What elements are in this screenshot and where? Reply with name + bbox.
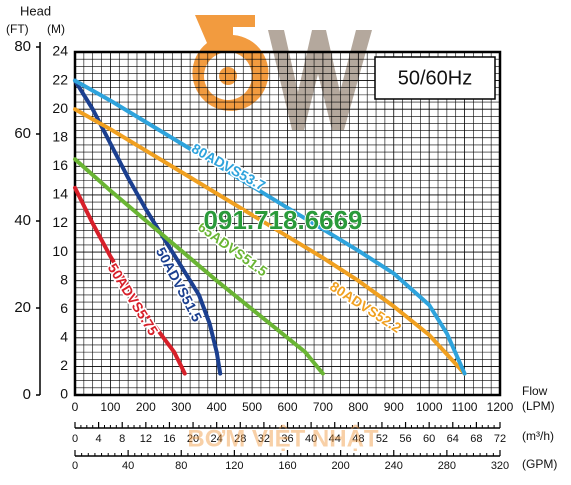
x3-tick-label: 200: [331, 460, 349, 472]
plot-frame: [73, 50, 502, 397]
annotation: 50/60Hz: [398, 67, 473, 89]
x3-tick-label: 120: [225, 460, 243, 472]
x3-tick-label: 0: [72, 460, 78, 472]
x-tick-label: 700: [313, 400, 333, 414]
series-label: 50ADVS51.5: [153, 245, 206, 325]
logo-w: [268, 30, 372, 130]
series-line: [73, 157, 325, 376]
x-tick-label: 1100: [452, 400, 478, 414]
y-tick-label: 10: [52, 243, 68, 259]
x2-tick-label: 24: [211, 433, 223, 445]
x3-unit: (GPM): [522, 457, 557, 471]
x2-tick-label: 0: [72, 433, 78, 445]
logo: [192, 15, 372, 130]
x-tick-label: 500: [242, 400, 262, 414]
x2-tick-label: 16: [163, 433, 175, 445]
x2-tick-label: 4: [96, 433, 102, 445]
x2-unit: (m³/h): [522, 429, 554, 443]
annotation-box: [374, 56, 496, 100]
y2-tick-label: 0: [23, 386, 31, 403]
y-tick-label: 12: [52, 214, 68, 230]
x-tick-label: 1200: [487, 400, 514, 414]
x2-tick-label: 56: [399, 433, 411, 445]
y-tick-label: 20: [52, 100, 68, 116]
x2-tick-label: 48: [352, 433, 364, 445]
x2-tick-label: 40: [305, 433, 317, 445]
x3-tick-label: 280: [438, 460, 456, 472]
x2-tick-label: 52: [376, 433, 388, 445]
x3-tick-label: 40: [122, 460, 134, 472]
x3-tick-label: 240: [385, 460, 403, 472]
x3-tick-label: 160: [278, 460, 296, 472]
x-tick-label: 100: [100, 400, 120, 414]
x2-tick-label: 8: [119, 433, 125, 445]
y-tick-label: 6: [60, 300, 68, 316]
x-tick-label: 400: [207, 400, 227, 414]
x2-tick-label: 20: [187, 433, 199, 445]
x-unit: (LPM): [522, 399, 555, 413]
x3-tick-label: 80: [175, 460, 187, 472]
x-tick-label: 200: [136, 400, 156, 414]
x2-tick-label: 36: [281, 433, 293, 445]
x2-tick-label: 64: [447, 433, 459, 445]
x-tick-label: 800: [348, 400, 368, 414]
watermark-phone: 091.718.6669: [203, 205, 362, 235]
x2-tick-label: 72: [494, 433, 506, 445]
series-line: [73, 78, 467, 376]
x-tick-label: 0: [72, 400, 79, 414]
x2-tick-label: 12: [140, 433, 152, 445]
y-tick-label: 0: [60, 386, 68, 402]
y-unit: (M): [47, 22, 65, 36]
series-line: [73, 185, 187, 376]
y-label: Head: [20, 3, 51, 18]
x2-tick-label: 44: [329, 433, 341, 445]
x-tick-label: 1000: [416, 400, 443, 414]
x-label: Flow: [522, 384, 548, 398]
y-tick-label: 8: [60, 271, 68, 287]
series-line: [73, 107, 467, 376]
y-tick-label: 22: [52, 71, 68, 87]
x2-tick-label: 60: [423, 433, 435, 445]
x-tick-label: 600: [277, 400, 297, 414]
y2-tick-label: 20: [14, 299, 31, 316]
y2-tick-label: 80: [14, 38, 31, 55]
y-tick-label: 24: [52, 43, 68, 59]
y-tick-label: 14: [52, 186, 68, 202]
y2-unit: (FT): [6, 22, 29, 36]
x-tick-label: 900: [384, 400, 404, 414]
x2-tick-label: 68: [470, 433, 482, 445]
y-tick-label: 18: [52, 128, 68, 144]
x2-tick-label: 28: [234, 433, 246, 445]
x2-tick-label: 32: [258, 433, 270, 445]
series-label: 50ADVS5.75: [105, 260, 162, 338]
x3-tick-label: 320: [491, 460, 509, 472]
y-tick-label: 4: [60, 329, 68, 345]
x-tick-label: 300: [171, 400, 191, 414]
watermark-name: BƠM VIỆT NHẬT: [187, 424, 378, 452]
y-tick-label: 16: [52, 157, 68, 173]
y2-tick-label: 40: [14, 212, 31, 229]
y-tick-label: 2: [60, 357, 68, 373]
y2-tick-label: 60: [14, 125, 31, 142]
